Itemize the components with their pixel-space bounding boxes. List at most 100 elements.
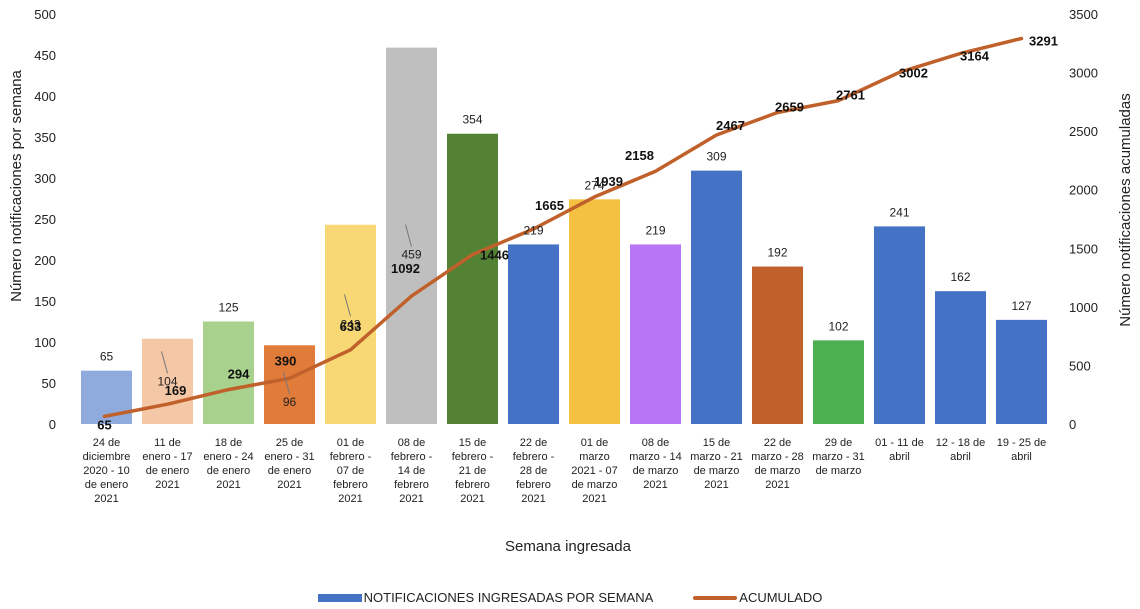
bar: [264, 345, 315, 424]
x-tick-label: 15 de marzo - 21 de marzo 2021: [690, 437, 743, 491]
x-tick-label: 01 de febrero - 07 de febrero 2021: [330, 437, 372, 505]
cumulative-value-label: 3002: [899, 65, 928, 80]
y-tick-label: 200: [34, 253, 56, 268]
y-tick-label: 500: [34, 7, 56, 22]
legend-label-line: ACUMULADO: [739, 590, 823, 605]
y2-tick-label: 1000: [1069, 300, 1098, 315]
x-tick-label: 15 de febrero - 21 de febrero 2021: [452, 437, 494, 505]
y2-tick-label: 500: [1069, 358, 1091, 373]
cumulative-value-label: 3291: [1029, 33, 1058, 48]
x-tick-label-line: 07 de: [337, 465, 365, 477]
x-tick-label-line: 2021: [94, 493, 118, 505]
y2-tick-label: 0: [1069, 417, 1076, 432]
x-tick-label-line: 2021: [338, 493, 362, 505]
x-tick-label-line: febrero -: [391, 451, 433, 463]
bar-value-label: 125: [218, 301, 238, 315]
cumulative-value-label: 65: [97, 417, 111, 432]
x-tick-label-line: marzo: [579, 451, 610, 463]
x-tick-label-line: 22 de: [764, 437, 792, 449]
x-tick-label-line: 2021: [521, 493, 545, 505]
cumulative-value-label: 1939: [594, 174, 623, 189]
x-tick-label-line: 19 - 25 de: [997, 437, 1047, 449]
x-tick-label-line: de enero: [85, 479, 128, 491]
bar: [813, 340, 864, 424]
bar: [630, 244, 681, 424]
y-tick-label: 0: [49, 417, 56, 432]
x-tick-label-line: de enero: [268, 465, 311, 477]
bar: [996, 319, 1047, 424]
bar: [447, 133, 498, 424]
x-tick-label-line: 08 de: [642, 437, 670, 449]
bar-value-label: 102: [828, 319, 848, 333]
y-tick-label: 50: [42, 376, 56, 391]
bar-value-label: 65: [100, 350, 114, 364]
x-tick-label: 12 - 18 de abril: [936, 437, 986, 463]
x-tick-label: 24 de diciembre 2020 - 10 de enero 2021: [83, 437, 131, 505]
x-tick-label-line: febrero: [394, 479, 429, 491]
y-tick-label: 150: [34, 294, 56, 309]
y-tick-label: 450: [34, 48, 56, 63]
x-tick-label-line: enero - 17: [142, 451, 192, 463]
x-tick-label-line: marzo - 28: [751, 451, 804, 463]
bar-value-label: 96: [283, 395, 297, 409]
legend-item-line: ACUMULADO: [693, 590, 822, 605]
bar: [142, 338, 193, 424]
bar-value-label: 219: [523, 223, 543, 237]
x-tick-label-line: febrero: [455, 479, 490, 491]
cumulative-value-label: 2659: [775, 100, 804, 115]
bar-value-label: 354: [462, 113, 482, 127]
x-tick-label-line: 01 - 11 de: [875, 437, 924, 449]
bar: [508, 244, 559, 424]
x-tick-label-line: 2021: [643, 479, 667, 491]
x-tick-label-line: 01 de: [581, 437, 609, 449]
bar-value-label: 274: [584, 178, 604, 192]
x-tick-label-line: de marzo: [816, 465, 862, 477]
x-tick-label-line: 2021: [704, 479, 728, 491]
x-tick-label-line: 08 de: [398, 437, 426, 449]
x-tick-label-line: de enero: [146, 465, 189, 477]
bar: [203, 321, 254, 424]
bar-value-label: 219: [645, 223, 665, 237]
x-tick-label-line: febrero -: [513, 451, 555, 463]
x-tick-label-line: 2021: [460, 493, 484, 505]
bar-label-leader: [405, 224, 412, 247]
x-tick-label-line: 2021: [216, 479, 240, 491]
x-tick-label: 08 de febrero - 14 de febrero 2021: [391, 437, 433, 505]
x-tick-label-line: 2021: [277, 479, 301, 491]
bar-label-leader: [344, 294, 351, 317]
x-axis-title: Semana ingresada: [505, 538, 632, 555]
x-tick-label-line: de marzo: [694, 465, 740, 477]
x-tick-label-line: febrero: [516, 479, 551, 491]
x-tick-label-line: de marzo: [755, 465, 801, 477]
x-tick-label-line: diciembre: [83, 451, 131, 463]
x-tick-label-line: marzo - 21: [690, 451, 743, 463]
y-tick-label: 100: [34, 335, 56, 350]
x-tick-label-line: 2021: [765, 479, 789, 491]
x-tick-label-line: febrero -: [330, 451, 372, 463]
y2-tick-label: 3000: [1069, 66, 1098, 81]
bar-value-label: 162: [950, 270, 970, 284]
x-tick-label-line: de marzo: [572, 479, 618, 491]
bar-value-label: 192: [767, 246, 787, 260]
x-tick-label-line: 28 de: [520, 465, 548, 477]
x-tick-label-line: de marzo: [633, 465, 679, 477]
y2-axis-title: Número notificaciones acumuladas: [1117, 93, 1134, 326]
cumulative-value-label: 294: [228, 367, 250, 382]
bar-value-label: 241: [889, 205, 909, 219]
y2-tick-label: 3500: [1069, 7, 1098, 22]
cumulative-value-label: 1665: [535, 198, 564, 213]
cumulative-value-label: 2761: [836, 88, 865, 103]
x-tick-label-line: marzo - 14: [629, 451, 682, 463]
cumulative-value-label: 3164: [960, 48, 990, 63]
x-tick-label-line: 15 de: [459, 437, 487, 449]
x-tick-label: 19 - 25 de abril: [997, 437, 1047, 463]
cumulative-value-label: 2467: [716, 118, 745, 133]
x-tick-label-line: 2021: [399, 493, 423, 505]
x-tick-label-line: 21 de: [459, 465, 487, 477]
x-tick-label-line: 2021: [155, 479, 179, 491]
x-tick-label-line: febrero -: [452, 451, 494, 463]
x-tick-label-line: 25 de: [276, 437, 304, 449]
x-tick-label-line: 01 de: [337, 437, 365, 449]
bar: [691, 170, 742, 424]
x-tick-label-line: abril: [889, 451, 910, 463]
